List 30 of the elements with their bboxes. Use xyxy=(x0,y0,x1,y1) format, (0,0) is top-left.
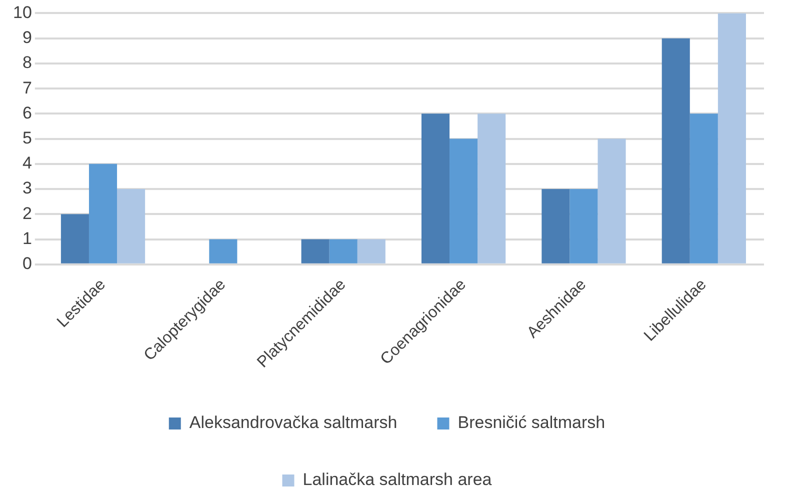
y-tick-label: 8 xyxy=(22,53,32,72)
bar xyxy=(421,114,450,264)
y-tick-label: 1 xyxy=(22,228,32,248)
bar xyxy=(690,114,718,264)
bar xyxy=(570,189,598,264)
legend-label: Lalinačka saltmarsh area xyxy=(302,470,492,490)
y-tick-label: 2 xyxy=(22,204,32,223)
bar xyxy=(301,239,330,264)
y-tick-label: 6 xyxy=(22,103,32,122)
bar xyxy=(478,114,506,264)
bar xyxy=(88,164,118,264)
bar xyxy=(598,138,626,264)
bar xyxy=(450,138,478,264)
y-tick-label: 3 xyxy=(22,178,32,198)
bar xyxy=(718,13,746,264)
bar xyxy=(542,189,570,264)
legend-label: Aleksandrovačka saltmarsh xyxy=(189,413,398,432)
bar xyxy=(60,214,89,264)
y-tick-label: 7 xyxy=(22,78,32,98)
y-tick-label: 5 xyxy=(22,128,32,148)
y-tick-label: 10 xyxy=(12,2,32,22)
bar xyxy=(329,239,358,264)
y-tick-label: 9 xyxy=(22,28,32,48)
legend-label: Bresničić saltmarsh xyxy=(458,413,606,432)
bar xyxy=(209,239,238,264)
bar xyxy=(117,189,146,264)
y-tick-label: 0 xyxy=(22,254,32,274)
bar xyxy=(357,239,386,264)
bar xyxy=(662,38,690,264)
y-tick-label: 4 xyxy=(22,154,32,173)
